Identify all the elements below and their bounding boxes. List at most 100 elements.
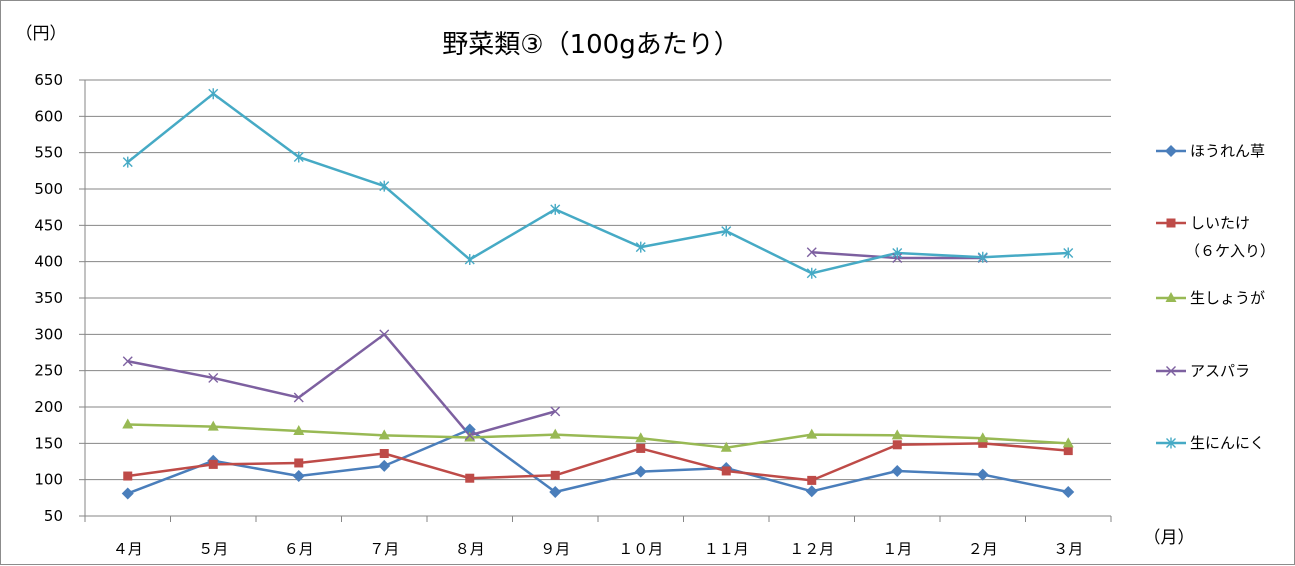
series-1-point	[634, 465, 647, 478]
series-2-point	[379, 449, 389, 459]
series-3-line	[127, 423, 1069, 449]
series-5-point	[977, 251, 988, 263]
series-3-legend-marker	[1165, 292, 1177, 302]
series-4-point	[806, 247, 817, 258]
series-1-legend-label: ほうれん草	[1190, 142, 1265, 160]
series-5-point	[550, 203, 561, 215]
series-2-legend-label: しいたけ	[1190, 214, 1250, 232]
series-2-point	[550, 470, 560, 480]
series-4-legend-label: アスパラ	[1190, 362, 1250, 380]
y-tick-label: 550	[34, 144, 63, 162]
series-3-point	[378, 429, 390, 440]
series-3-point	[891, 429, 903, 440]
series-2-legend-label-line2: （６ケ入り）	[1185, 242, 1275, 260]
series-5-point	[635, 241, 646, 253]
series-1-point	[292, 470, 305, 483]
series-5-point	[208, 88, 219, 100]
series-1-legend-marker	[1165, 145, 1177, 157]
series-3-point	[207, 420, 219, 431]
series-5-point	[892, 247, 903, 259]
x-axis-unit-label: （月）	[1144, 528, 1195, 548]
series-5-point	[721, 225, 732, 237]
series-4-point	[208, 372, 219, 383]
series-3-point	[293, 424, 305, 435]
y-axis-unit-label: （円）	[16, 24, 67, 44]
series-1-point	[121, 487, 134, 500]
x-tick-label: １月	[882, 540, 912, 558]
x-tick-label: ２月	[968, 540, 998, 558]
x-tick-label: ５月	[198, 540, 228, 558]
y-tick-label: 400	[34, 253, 63, 271]
x-tick-label: ４月	[113, 540, 143, 558]
series-lines	[126, 92, 1069, 495]
y-tick-label: 100	[34, 471, 63, 489]
series-1-point	[891, 464, 904, 477]
series-3-point	[122, 418, 134, 429]
series-1-point	[378, 459, 391, 472]
y-tick-label: 150	[34, 434, 63, 452]
y-tick-label: 500	[34, 180, 63, 198]
y-tick-label: 350	[34, 289, 63, 307]
y-tick-label: 300	[34, 325, 63, 343]
y-tick-label: 650	[34, 71, 63, 89]
x-tick-label: ３月	[1053, 540, 1083, 558]
series-2-point	[978, 438, 988, 448]
series-4-line	[127, 333, 556, 437]
series-1-point	[1062, 486, 1075, 499]
series-5-point	[379, 180, 390, 192]
axes	[79, 79, 1112, 522]
series-3-legend-label: 生しょうが	[1190, 289, 1265, 307]
series-3-point	[635, 432, 647, 443]
y-tick-label: 600	[34, 107, 63, 125]
series-5-legend-label: 生にんにく	[1190, 434, 1265, 452]
x-tick-labels: ４月 ５月 ６月 ７月 ８月 ９月 １０月 １１月 １２月 １月 ２月 ３月	[113, 540, 1084, 558]
series-2-point	[636, 443, 646, 453]
series-2-point	[721, 466, 731, 476]
x-tick-label: ６月	[284, 540, 314, 558]
series-3-point	[977, 432, 989, 443]
series-2-line	[127, 442, 1069, 482]
y-tick-label: 450	[34, 216, 63, 234]
series-2-point	[892, 440, 902, 450]
x-tick-label: ９月	[540, 540, 570, 558]
series-2-point	[208, 459, 218, 469]
series-3-point	[720, 441, 732, 452]
grid-lines	[85, 79, 1111, 481]
series-5-point	[293, 151, 304, 163]
series-5-point	[806, 267, 817, 279]
x-tick-label: ７月	[369, 540, 399, 558]
x-tick-label: １１月	[704, 540, 749, 558]
series-3-point	[1062, 437, 1074, 448]
series-1-point	[976, 468, 989, 481]
series-3-point	[549, 428, 561, 439]
x-tick-label: １２月	[789, 540, 834, 558]
series-4-point	[464, 430, 475, 441]
x-tick-label: １０月	[618, 540, 663, 558]
x-tick-label: ８月	[455, 540, 485, 558]
series-3-point	[806, 428, 818, 439]
series-5-point	[464, 253, 475, 265]
series-4-legend-marker	[1166, 366, 1176, 376]
series-4-point	[550, 406, 561, 417]
y-tick-label: 200	[34, 398, 63, 416]
series-5-legend-marker	[1166, 437, 1176, 449]
series-2-point	[465, 473, 475, 483]
y-tick-label: 50	[44, 507, 63, 525]
series-4-point	[293, 392, 304, 403]
series-2-point	[123, 471, 133, 481]
series-2-legend-marker	[1166, 218, 1176, 228]
series-2-point	[1063, 446, 1073, 456]
series-1-line	[127, 428, 1069, 495]
series-2-point	[294, 458, 304, 468]
series-2-point	[807, 475, 817, 485]
series-4-point	[379, 329, 390, 340]
y-tick-label: 250	[34, 362, 63, 380]
series-1-point	[549, 486, 562, 499]
series-4-point	[122, 356, 133, 367]
series-5-point	[1063, 247, 1074, 259]
series-markers	[121, 88, 1075, 500]
series-5-line	[126, 92, 1069, 275]
